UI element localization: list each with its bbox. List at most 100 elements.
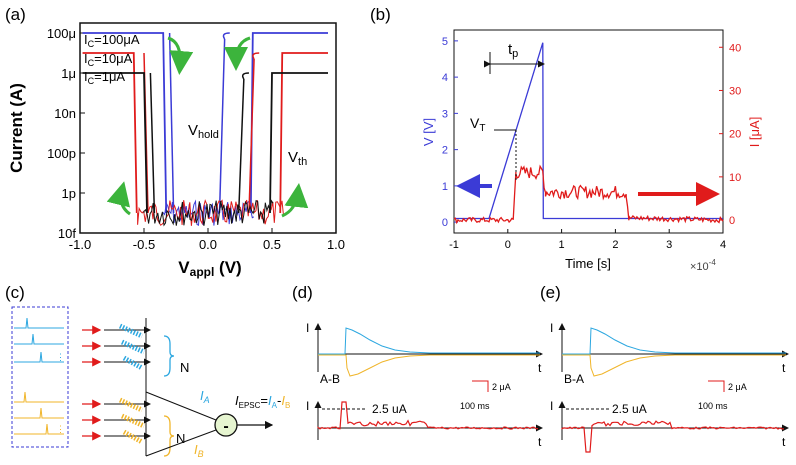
a-curve-hold-left-Ic=1μA [149, 72, 156, 214]
a-curve-set-left-Ic=1μA [82, 72, 148, 214]
synapse-array-a [104, 318, 151, 392]
d-lower-t-label: t [538, 435, 542, 449]
spike-train-b3 [14, 423, 64, 435]
a-ytick-label: 10n [54, 106, 76, 121]
a-curve-floor-Ic=1μA [143, 199, 274, 227]
b-ytick-left-label: 5 [442, 36, 448, 48]
panel-a-xlabel: Vappl (V) [178, 258, 241, 279]
a-curve-floor-Ic=10μA [137, 199, 284, 226]
annotation-vhold: Vhold [188, 122, 219, 141]
b-ytick-right-label: 20 [729, 129, 741, 141]
brace-a [163, 335, 175, 377]
a-curve-set-Ic=1μA [269, 72, 328, 214]
panel-label-b: (b) [370, 5, 391, 24]
e-upper-i-label: I [550, 321, 553, 335]
d-lower-i-label: I [306, 399, 309, 413]
panel-label-e: (e) [540, 283, 561, 302]
b-series-I [453, 164, 724, 225]
b-ytick-left-label: 3 [442, 108, 448, 120]
panel-label-a: (a) [5, 5, 26, 24]
subtract-symbol: - [223, 418, 228, 435]
panel-a-y-ticks: 10f 1p 100p 10n 1μ 100μ [47, 26, 85, 241]
panel-a-x-ticks: -1.0 -0.5 0.0 0.5 1.0 [69, 228, 345, 252]
annotation-vt: VT [470, 115, 485, 134]
annotation-tp: tp [508, 41, 518, 60]
panel-a-ylabel: Current (A) [7, 83, 26, 173]
d-cyan-trace [318, 327, 540, 355]
d-threshold-label: 2.5 uA [372, 402, 407, 416]
panel-b-xlabel: Time [s] [565, 256, 611, 271]
label-ia: IA [200, 388, 210, 405]
d-label: A-B [320, 372, 340, 386]
a-xtick-label: 0.5 [263, 237, 281, 252]
a-curve-set-Ic=100μA [249, 32, 328, 214]
a-ytick-label: 100p [47, 146, 76, 161]
spike-trains: ⋮ ⋮ [14, 317, 65, 435]
label-n-bottom: N [176, 431, 185, 446]
panel-a-legend: IC=100μA IC=10μA IC=1μA [84, 32, 140, 86]
b-ytick-left-label: 4 [442, 72, 448, 84]
a-curve-set-left-Ic=10μA [82, 52, 138, 214]
e-lower-i-label: I [550, 399, 553, 413]
b-ytick-right-label: 40 [729, 42, 741, 54]
a-xtick-label: 0.0 [199, 237, 217, 252]
label-ib: IB [194, 442, 204, 459]
spike-train-a3 [14, 351, 64, 363]
legend-entry-10ua: IC=10μA [84, 51, 133, 68]
b-xtick-label: 1 [559, 239, 565, 251]
a-curve-drop-right-Ic=100μA [218, 38, 226, 214]
synapse-array-b [104, 392, 151, 456]
e-scale-bar [708, 380, 725, 392]
a-curve-set-left-Ic=100μA [82, 32, 168, 214]
b-xtick-label: 2 [612, 239, 618, 251]
b-ytick-right-label: 0 [729, 215, 735, 227]
panel-b-frame [453, 29, 724, 234]
spike-train-b2 [14, 407, 64, 419]
panel-label-c: (c) [5, 283, 25, 302]
sum-line-a [145, 391, 217, 421]
b-ytick-right-label: 10 [729, 172, 741, 184]
svg-text:⋮: ⋮ [56, 424, 65, 434]
a-curve-drop-right-Ic=10μA [248, 58, 255, 214]
panel-b-ylabel-right: I [μA] [747, 117, 762, 148]
epsc-equation: IEPSC=IA-IB [235, 393, 290, 410]
label-n-top: N [180, 360, 189, 375]
b-xtick-label: 0 [505, 239, 511, 251]
legend-entry-1ua: IC=1μA [84, 69, 125, 86]
e-yellow-trace [562, 354, 786, 377]
legend-entry-100ua: IC=100μA [84, 32, 140, 49]
a-curve-drop-right-Ic=1μA [237, 78, 245, 214]
b-ytick-right-label: 30 [729, 85, 741, 97]
b-xtick-label: 3 [666, 239, 672, 251]
a-ytick-label: 1μ [61, 66, 76, 81]
b-ytick-left-label: 0 [442, 217, 448, 229]
input-spike-box [11, 306, 69, 448]
e-red-trace [561, 420, 785, 453]
panel-d: (d) I t A-B 2 μA 100 ms I t 2.5 uA [292, 283, 543, 449]
annotation-vth: Vth [288, 149, 307, 168]
green-arrow-icon [281, 183, 309, 218]
d-upper-t-label: t [538, 361, 542, 375]
d-scale-bar [472, 380, 489, 392]
a-ytick-label: 10f [58, 226, 76, 241]
d-yellow-trace [318, 354, 540, 377]
b-ytick-left-label: 2 [442, 145, 448, 157]
panel-e: (e) I t B-A 2 μA 100 ms I t 2.5 uA [540, 283, 789, 453]
e-cyan-trace [562, 327, 786, 355]
green-arrow-icon [224, 36, 251, 71]
e-lower-t-label: t [782, 435, 786, 449]
b-xtick-label: 4 [720, 239, 726, 251]
a-curve-hold-left-Ic=100μA [168, 32, 175, 214]
d-upper-i-label: I [306, 321, 309, 335]
e-scale-current: 2 μA [728, 382, 747, 392]
panel-c: (c) ⋮ ⋮ [5, 283, 290, 459]
panel-b-x-multiplier: ×10-4 [690, 258, 716, 273]
d-scale-current: 2 μA [492, 382, 511, 392]
d-red-trace [317, 401, 539, 430]
spike-train-a1 [14, 317, 64, 329]
a-xtick-label: -0.5 [133, 237, 155, 252]
a-xtick-label: -1.0 [69, 237, 91, 252]
a-curve-hold-right-Ic=100μA [222, 32, 230, 40]
a-curve-hold-right-Ic=10μA [252, 52, 260, 60]
